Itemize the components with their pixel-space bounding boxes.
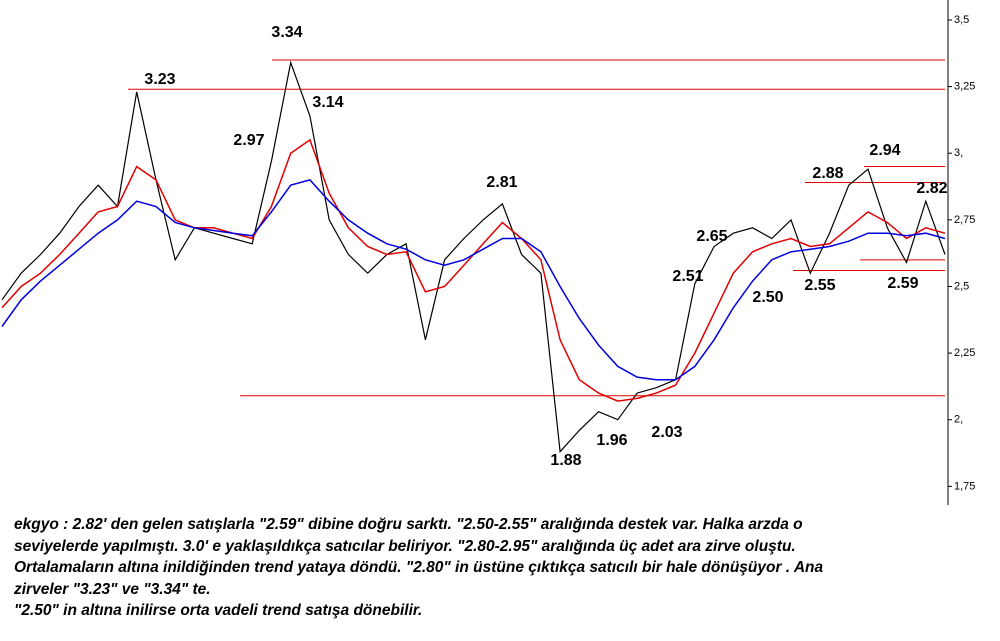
y-tick-label: 2, [954, 414, 963, 426]
commentary: ekgyo : 2.82' den gelen satışlarla "2.59… [14, 514, 994, 622]
y-tick-label: 1,75 [954, 480, 975, 492]
price-annotation: 2.59 [887, 275, 918, 292]
note-line: zirveler "3.23" ve "3.34" te. [14, 580, 211, 598]
price-annotation: 2.97 [233, 132, 264, 149]
note-line: seviyelerde yapılmıştı. 3.0' e yaklaşıld… [14, 537, 796, 555]
price-line [1, 60, 946, 454]
price-annotation: 2.03 [651, 424, 682, 441]
note-line: "2.50" in altına inilirse orta vadeli tr… [14, 602, 423, 619]
moving-average [1, 179, 946, 381]
y-tick-label: 3,25 [954, 81, 975, 93]
price-annotation: 2.94 [869, 142, 900, 159]
price-annotation: 2.82 [916, 180, 947, 197]
note-line: Ortalamaların altına inildiğinden trend … [14, 559, 824, 576]
note-line: ekgyo : 2.82' den gelen satışlarla "2.59… [14, 516, 803, 533]
y-tick-label: 3, [954, 147, 963, 159]
y-tick-label: 2,75 [954, 214, 975, 226]
price-annotation: 2.50 [752, 289, 783, 306]
price-annotation: 3.23 [144, 71, 175, 88]
y-tick-label: 2,5 [954, 280, 969, 292]
price-annotation: 2.51 [672, 268, 703, 285]
chart: 1,75 2, 2,25 2,5 2,75 3, 3,25 3,5 3.23 3.34 3.14 2.… [1, 0, 975, 505]
price-annotation: 2.81 [486, 174, 517, 191]
price-annotation: 3.34 [271, 24, 302, 41]
price-annotation: 2.88 [812, 165, 843, 182]
price-annotation: 1.96 [596, 432, 627, 449]
price-annotation: 2.65 [696, 228, 727, 245]
y-tick-label: 3,5 [954, 14, 969, 26]
price-annotation: 2.55 [804, 277, 835, 294]
price-annotation: 1.88 [550, 452, 581, 469]
y-tick-label: 2,25 [954, 347, 975, 359]
price-annotation: 3.14 [312, 94, 343, 111]
